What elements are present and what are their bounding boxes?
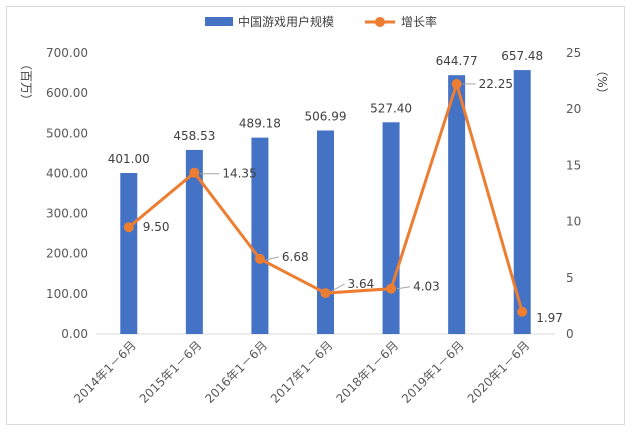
chart-frame bbox=[6, 6, 625, 425]
bar-value-label: 489.18 bbox=[239, 117, 281, 131]
growth-line bbox=[123, 78, 528, 317]
y-left-tick-label: 300.00 bbox=[46, 207, 88, 221]
bar-value-label: 527.40 bbox=[370, 101, 412, 115]
x-tick-label: 2020年1－6月 bbox=[465, 338, 533, 406]
y-left-tick-label: 600.00 bbox=[46, 86, 88, 100]
x-tick-label: 2018年1－6月 bbox=[333, 338, 401, 406]
leader-line bbox=[396, 286, 411, 290]
leader-line bbox=[331, 283, 345, 292]
bar-value-label: 458.53 bbox=[173, 129, 215, 143]
line-value-label: 6.68 bbox=[282, 250, 309, 264]
bars bbox=[120, 70, 531, 335]
legend-bar-swatch bbox=[205, 17, 233, 26]
line-value-label: 9.50 bbox=[143, 220, 170, 234]
y-right-tick-label: 10 bbox=[566, 215, 581, 229]
y-left-axis-title: （百万） bbox=[19, 58, 33, 106]
legend-line-dot bbox=[375, 17, 385, 27]
y-left-tick-label: 700.00 bbox=[46, 46, 88, 60]
y-left-tick-label: 200.00 bbox=[46, 247, 88, 261]
line-value-label: 1.97 bbox=[536, 311, 563, 325]
line-value-label: 22.25 bbox=[479, 77, 513, 91]
legend: 中国游戏用户规模 增长率 bbox=[205, 14, 437, 29]
y-left-tick-label: 100.00 bbox=[46, 287, 88, 301]
line-value-label: 3.64 bbox=[348, 277, 375, 291]
bar-value-label: 506.99 bbox=[305, 109, 347, 123]
bar bbox=[120, 173, 138, 334]
x-tick-label: 2017年1－6月 bbox=[268, 338, 336, 406]
line-point bbox=[386, 283, 397, 294]
bar bbox=[185, 149, 203, 334]
bar-value-label: 401.00 bbox=[108, 152, 150, 166]
bar-value-label: 644.77 bbox=[436, 54, 478, 68]
bar bbox=[317, 130, 334, 334]
y-right-axis-title: （%） bbox=[595, 64, 609, 99]
bar bbox=[382, 122, 400, 335]
x-tick-label: 2014年1－6月 bbox=[71, 338, 139, 406]
legend-line-label: 增长率 bbox=[401, 14, 437, 29]
x-tick-label: 2019年1－6月 bbox=[399, 338, 467, 406]
y-right-tick-label: 15 bbox=[566, 158, 581, 172]
leader-line bbox=[265, 256, 280, 261]
x-tick-label: 2015年1－6月 bbox=[137, 338, 205, 406]
bar bbox=[448, 75, 466, 334]
line-point bbox=[123, 222, 134, 233]
x-tick-label: 2016年1－6月 bbox=[202, 338, 270, 406]
bar-value-label: 657.48 bbox=[501, 49, 543, 63]
line-point bbox=[254, 253, 265, 264]
line-point bbox=[451, 78, 462, 89]
line-point bbox=[189, 167, 200, 178]
line-point bbox=[517, 306, 528, 317]
data-labels: 401.00 458.53 489.18 506.99 527.40 644.77 657.… bbox=[108, 49, 563, 325]
line-point bbox=[320, 288, 331, 299]
y-left-tick-label: 0.00 bbox=[61, 327, 88, 341]
y-left-tick-label: 400.00 bbox=[46, 166, 88, 180]
y-right-tick-label: 20 bbox=[566, 102, 581, 116]
legend-bar-label: 中国游戏用户规模 bbox=[238, 14, 334, 29]
y-right-tick-label: 25 bbox=[566, 46, 581, 60]
y-left-tick-label: 500.00 bbox=[46, 126, 88, 140]
line-value-label: 14.35 bbox=[222, 167, 256, 181]
y-right-tick-label: 0 bbox=[566, 327, 574, 341]
line-value-label: 4.03 bbox=[413, 280, 440, 294]
y-right-tick-label: 5 bbox=[566, 271, 574, 285]
bar bbox=[251, 137, 269, 334]
bar bbox=[513, 70, 531, 335]
